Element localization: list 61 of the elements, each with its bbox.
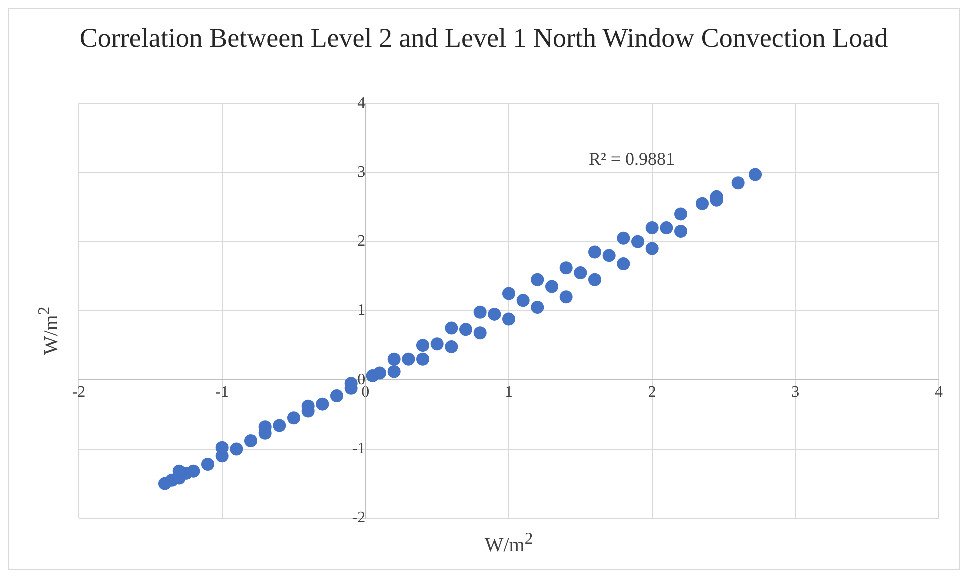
point (244, 434, 258, 448)
point (674, 208, 688, 221)
point (531, 301, 544, 314)
point (430, 338, 444, 351)
point (216, 441, 229, 454)
point (588, 246, 602, 259)
point (560, 262, 573, 275)
point (330, 390, 344, 403)
point (460, 323, 472, 336)
y-tick-label: 2 (358, 233, 366, 250)
point (388, 352, 401, 366)
x-tick-label: 2 (648, 384, 656, 401)
point (416, 339, 430, 352)
point (474, 306, 487, 319)
point (502, 312, 516, 326)
point (516, 294, 530, 308)
point (445, 322, 458, 335)
point (632, 235, 644, 248)
point (474, 326, 487, 340)
point (388, 365, 401, 378)
point (288, 412, 300, 425)
point (273, 419, 286, 432)
x-tick-label: -1 (216, 384, 229, 401)
point (660, 222, 674, 235)
x-tick-label: 4 (935, 384, 943, 401)
point (674, 224, 688, 238)
point (402, 352, 416, 366)
point (617, 232, 630, 245)
point (416, 352, 430, 366)
point (374, 366, 386, 380)
point (732, 176, 745, 190)
point (749, 168, 762, 182)
point (230, 442, 244, 456)
chart-title: Correlation Between Level 2 and Level 1 North Window Convection Load (78, 23, 890, 54)
y-tick-label: 1 (358, 302, 366, 320)
y-tick-label: -2 (352, 510, 366, 527)
x-tick-label: 1 (505, 384, 513, 401)
y-tick-label: 0 (358, 371, 366, 388)
point (202, 458, 214, 471)
point (574, 266, 588, 280)
point (316, 398, 330, 411)
point (560, 290, 573, 304)
point (445, 340, 458, 354)
point (187, 464, 200, 478)
x-tick-label: 3 (792, 384, 800, 401)
y-tick-label: 4 (358, 94, 366, 112)
point (646, 242, 659, 256)
y-tick-label: -1 (352, 440, 366, 458)
point (488, 308, 502, 321)
point (546, 280, 558, 294)
annotation: R² = 0.9881 (589, 149, 676, 170)
point (617, 257, 630, 270)
point (531, 273, 544, 286)
point (502, 287, 516, 300)
x-axis-title: W/m$^{2}$ (484, 529, 534, 558)
x-tick-label: -2 (72, 384, 86, 401)
point (646, 222, 659, 235)
point (602, 249, 616, 262)
point (588, 273, 602, 286)
y-tick-label: 3 (358, 164, 366, 181)
point (696, 197, 709, 210)
